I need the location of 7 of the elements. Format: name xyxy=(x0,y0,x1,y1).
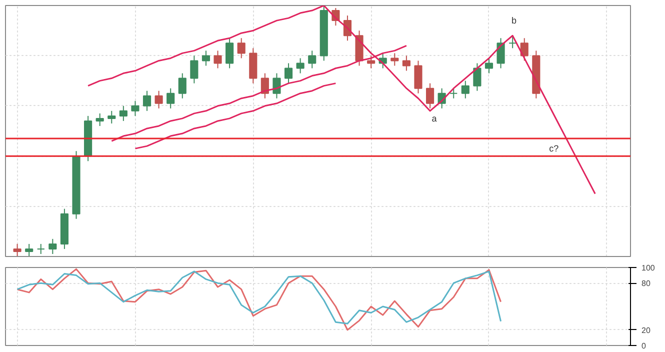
annotation: b xyxy=(511,16,517,26)
annotation: c? xyxy=(549,144,559,154)
y-tick-label: 0 xyxy=(642,342,646,350)
y-tick-label: 100 xyxy=(642,264,656,272)
annotation: a xyxy=(432,113,437,124)
y-tick-label: 20 xyxy=(642,326,651,335)
y-tick-label: 80 xyxy=(642,279,651,288)
